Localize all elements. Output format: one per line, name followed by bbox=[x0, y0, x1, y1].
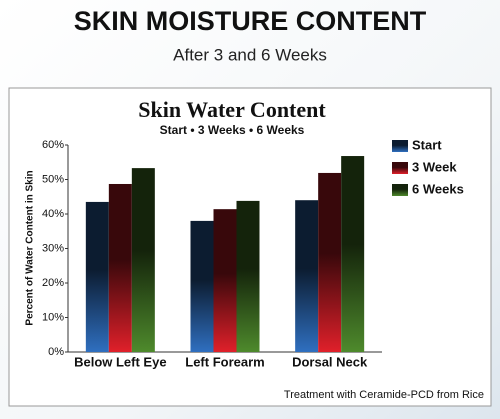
chart-title: Skin Water Content bbox=[138, 97, 326, 122]
bar bbox=[190, 220, 214, 352]
bar bbox=[213, 209, 237, 352]
bar bbox=[236, 200, 260, 352]
y-axis-label: Percent of Water Content in Skin bbox=[25, 170, 36, 325]
legend-label: 6 Weeks bbox=[412, 181, 464, 196]
legend-swatch bbox=[392, 162, 408, 174]
y-tick-label: 50% bbox=[42, 173, 64, 185]
y-tick-label: 40% bbox=[42, 208, 64, 220]
bar bbox=[295, 200, 319, 352]
legend-swatch bbox=[392, 140, 408, 152]
legend-swatch bbox=[392, 184, 408, 196]
bar bbox=[108, 183, 132, 352]
chart-subtitle: Start • 3 Weeks • 6 Weeks bbox=[160, 123, 305, 137]
y-tick-label: 0% bbox=[48, 346, 64, 358]
bar bbox=[85, 201, 109, 352]
y-tick-label: 30% bbox=[42, 242, 64, 254]
y-tick-label: 20% bbox=[42, 277, 64, 289]
y-tick-label: 60% bbox=[42, 139, 64, 151]
bar bbox=[131, 168, 155, 352]
bar bbox=[341, 156, 365, 352]
x-tick-label: Left Forearm bbox=[185, 354, 264, 369]
slide-title: SKIN MOISTURE CONTENT bbox=[74, 6, 427, 36]
y-tick-label: 10% bbox=[42, 311, 64, 323]
bar bbox=[318, 172, 342, 352]
legend-label: 3 Week bbox=[412, 159, 457, 174]
x-tick-label: Dorsal Neck bbox=[292, 354, 368, 369]
x-tick-label: Below Left Eye bbox=[74, 354, 166, 369]
legend-label: Start bbox=[412, 137, 442, 152]
footnote: Treatment with Ceramide-PCD from Rice bbox=[284, 389, 484, 401]
slide-subtitle: After 3 and 6 Weeks bbox=[173, 45, 327, 64]
